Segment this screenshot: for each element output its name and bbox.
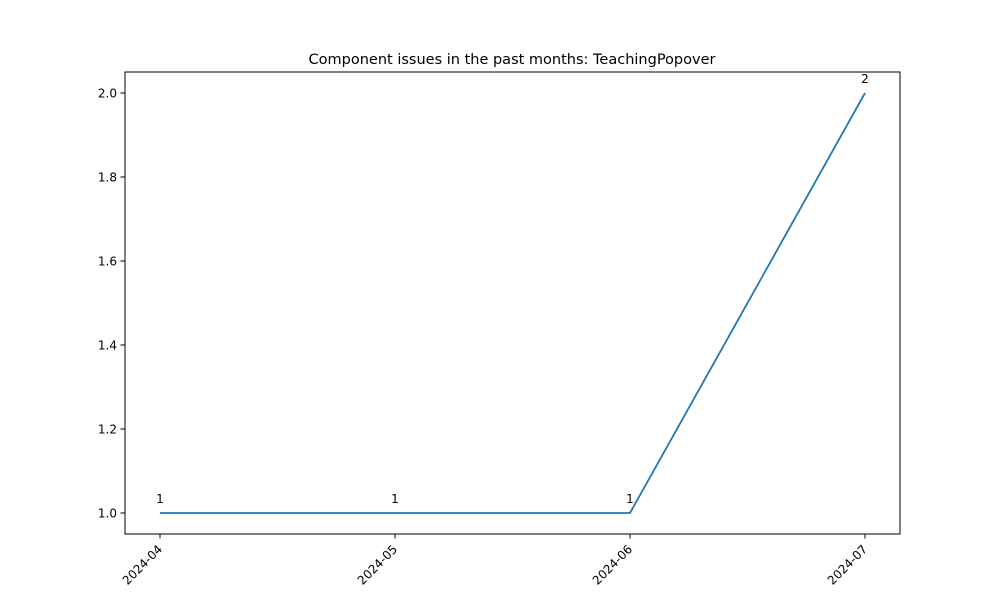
y-tick-label: 2.0 <box>98 87 117 101</box>
x-axis: 2024-04 2024-05 2024-06 2024-07 <box>120 534 870 588</box>
y-tick-label: 1.8 <box>98 171 117 185</box>
y-tick-label: 1.0 <box>98 507 117 521</box>
plot-area <box>124 71 901 535</box>
y-tick-label: 1.2 <box>98 423 117 437</box>
series-layer <box>160 92 866 514</box>
y-tick-label: 1.6 <box>98 255 117 269</box>
data-label: 1 <box>391 492 399 506</box>
data-labels: 1 1 1 2 <box>156 72 869 506</box>
series-line <box>160 92 866 514</box>
data-label: 1 <box>156 492 164 506</box>
x-tick-label: 2024-07 <box>825 542 870 587</box>
data-label: 2 <box>861 72 869 86</box>
y-tick-label: 1.4 <box>98 339 117 353</box>
x-tick-label: 2024-04 <box>120 542 165 587</box>
chart-title: Component issues in the past months: Tea… <box>309 52 716 68</box>
x-tick-label: 2024-05 <box>355 542 400 587</box>
data-label: 1 <box>626 492 634 506</box>
y-axis: 1.0 1.2 1.4 1.6 1.8 2.0 <box>98 87 125 521</box>
x-tick-label: 2024-06 <box>590 542 635 587</box>
